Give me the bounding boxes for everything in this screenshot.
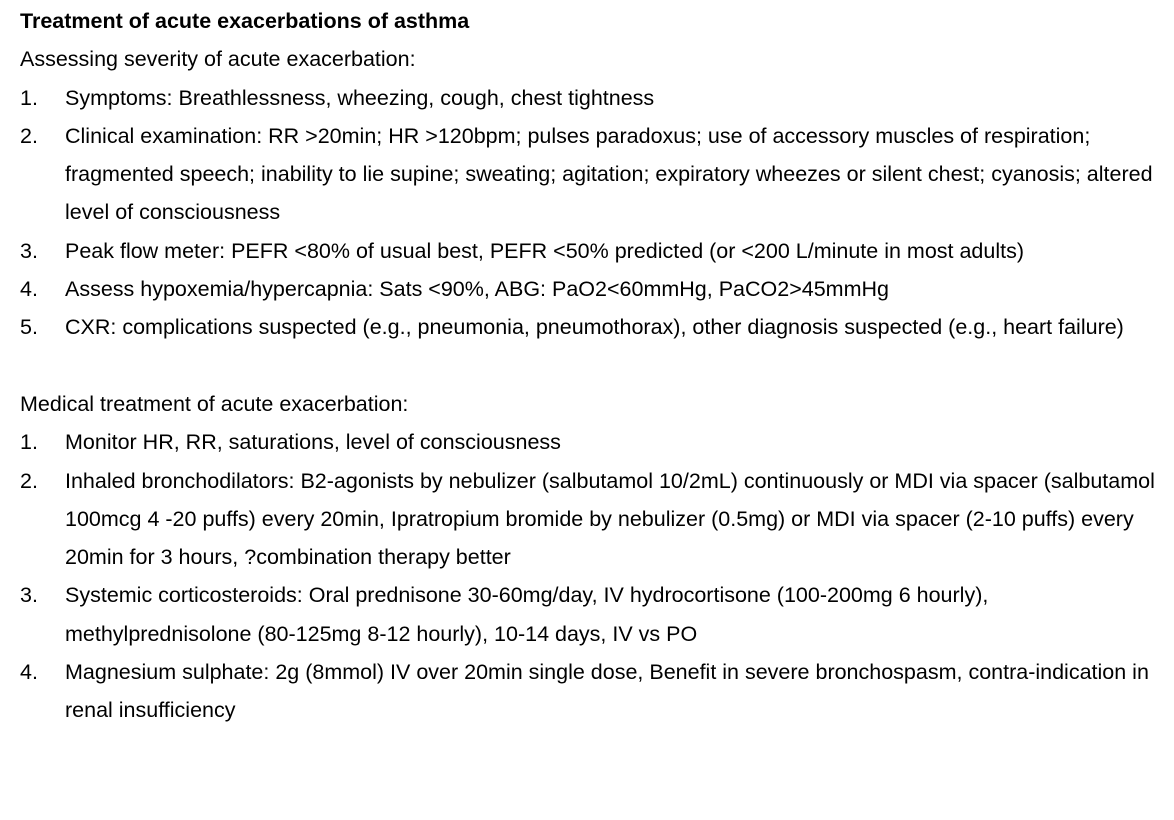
list-item-text: Monitor HR, RR, saturations, level of co… [65, 430, 561, 455]
list-item: 1. Symptoms: Breathlessness, wheezing, c… [20, 79, 1160, 117]
treatment-heading: Medical treatment of acute exacerbation: [20, 391, 409, 416]
treatment-list: 1. Monitor HR, RR, saturations, level of… [20, 423, 1160, 729]
list-item: 3. Systemic corticosteroids: Oral predni… [20, 576, 1160, 653]
list-item-number: 2. [20, 468, 38, 493]
list-item: 4. Magnesium sulphate: 2g (8mmol) IV ove… [20, 653, 1160, 730]
list-item: 3. Peak flow meter: PEFR <80% of usual b… [20, 232, 1160, 270]
list-item-text: Assess hypoxemia/hypercapnia: Sats <90%,… [65, 277, 889, 302]
list-item: 5. CXR: complications suspected (e.g., p… [20, 308, 1160, 346]
section-spacer [20, 347, 1160, 385]
list-item: 1. Monitor HR, RR, saturations, level of… [20, 423, 1160, 461]
list-item: 4. Assess hypoxemia/hypercapnia: Sats <9… [20, 270, 1160, 308]
list-item-text: Peak flow meter: PEFR <80% of usual best… [65, 238, 1025, 263]
assessment-list: 1. Symptoms: Breathlessness, wheezing, c… [20, 79, 1160, 347]
list-item-text: Symptoms: Breathlessness, wheezing, coug… [65, 85, 655, 110]
list-item-number: 4. [20, 277, 38, 302]
list-item-number: 2. [20, 123, 38, 148]
list-item-text: CXR: complications suspected (e.g., pneu… [65, 315, 1124, 340]
list-item-number: 1. [20, 430, 38, 455]
list-item-text: Inhaled bronchodilators: B2-agonists by … [65, 468, 1155, 570]
list-item-text: Systemic corticosteroids: Oral prednison… [65, 583, 989, 646]
list-item-text: Magnesium sulphate: 2g (8mmol) IV over 2… [65, 660, 1149, 723]
list-item-text: Clinical examination: RR >20min; HR >120… [65, 123, 1153, 225]
document: Treatment of acute exacerbations of asth… [20, 2, 1160, 730]
list-item-number: 3. [20, 238, 38, 263]
assessment-heading: Assessing severity of acute exacerbation… [20, 47, 416, 72]
list-item: 2. Clinical examination: RR >20min; HR >… [20, 117, 1160, 232]
document-title: Treatment of acute exacerbations of asth… [20, 9, 470, 33]
list-item-number: 4. [20, 660, 38, 685]
list-item-number: 1. [20, 85, 38, 110]
list-item-number: 3. [20, 583, 38, 608]
list-item: 2. Inhaled bronchodilators: B2-agonists … [20, 462, 1160, 577]
list-item-number: 5. [20, 315, 38, 340]
